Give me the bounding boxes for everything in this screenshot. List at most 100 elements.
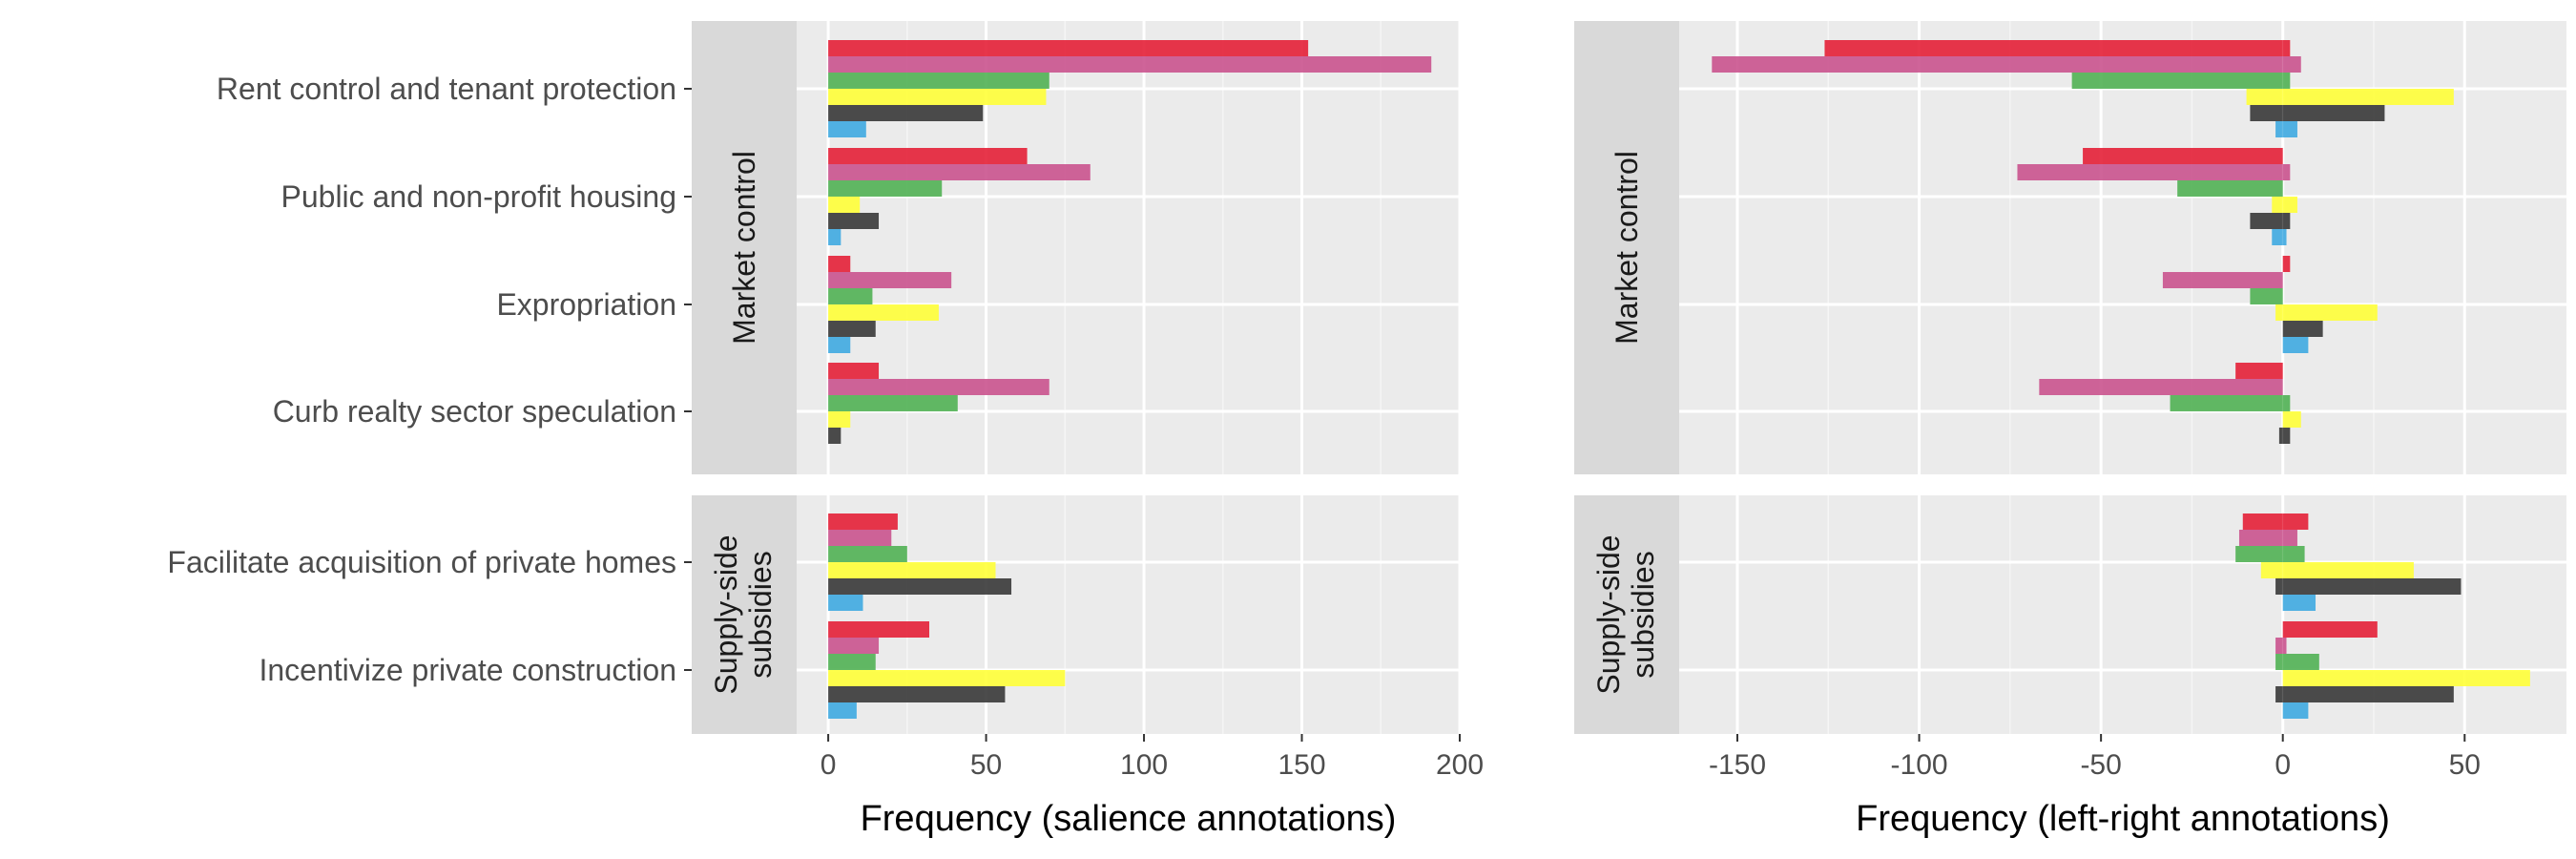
- bar: [828, 595, 863, 611]
- bar: [2162, 272, 2283, 288]
- facet-strip-label-line: subsidies: [1626, 551, 1660, 678]
- bar: [2275, 686, 2283, 702]
- bar: [2282, 654, 2319, 670]
- bar: [2282, 686, 2454, 702]
- bar: [2282, 256, 2291, 272]
- bar: [828, 321, 876, 337]
- x-tick-label: 150: [1278, 749, 1325, 781]
- category-label: Rent control and tenant protection: [217, 72, 676, 106]
- bar: [828, 411, 851, 428]
- bar: [2282, 321, 2323, 337]
- bar: [2282, 229, 2287, 245]
- bar: [828, 105, 984, 121]
- bar: [2282, 197, 2297, 213]
- bar: [828, 686, 1006, 702]
- bar: [2282, 530, 2297, 546]
- bar: [828, 121, 866, 137]
- bar: [828, 337, 851, 353]
- bar: [2275, 638, 2283, 654]
- x-tick-label: 50: [970, 749, 1002, 781]
- bars: [828, 40, 2530, 719]
- bar: [828, 56, 1432, 73]
- bar: [1824, 40, 2283, 56]
- bar: [2275, 304, 2283, 321]
- bar: [828, 363, 880, 379]
- labels: Market control Supply-sidesubsidies 0 50 100…: [167, 72, 2481, 839]
- facet-strip: [1574, 495, 1679, 734]
- category-label: Incentivize private construction: [259, 653, 676, 687]
- bar: [828, 395, 958, 411]
- bar: [2282, 213, 2291, 229]
- bar: [2282, 428, 2291, 444]
- bar: [2260, 562, 2283, 578]
- bar: [2282, 595, 2316, 611]
- facet-strip-label: Market control: [1610, 151, 1644, 345]
- bar: [828, 213, 880, 229]
- bar: [2282, 702, 2309, 719]
- bar: [2275, 654, 2283, 670]
- bar: [2282, 546, 2305, 562]
- bar: [828, 702, 857, 719]
- bar: [2275, 578, 2283, 595]
- x-tick-label: -100: [1891, 749, 1948, 781]
- bar: [2250, 213, 2283, 229]
- facet-strip-label-line: Market control: [727, 151, 761, 345]
- bar: [2272, 229, 2283, 245]
- bar: [2282, 56, 2301, 73]
- bar: [828, 654, 876, 670]
- facet-strip-label: Market control: [727, 151, 761, 345]
- bar: [828, 530, 892, 546]
- bar: [2235, 546, 2283, 562]
- bar: [2235, 363, 2283, 379]
- bar: [2282, 304, 2378, 321]
- bar: [2250, 288, 2283, 304]
- category-label: Facilitate acquisition of private homes: [167, 545, 676, 579]
- bar: [2250, 105, 2283, 121]
- x-tick-label: 200: [1436, 749, 1484, 781]
- bar: [828, 288, 873, 304]
- x-tick-label: -50: [2080, 749, 2121, 781]
- facet-strip: [692, 495, 797, 734]
- facet-strip-label-line: subsidies: [743, 551, 778, 678]
- bar: [2282, 621, 2378, 638]
- bar: [2177, 180, 2283, 197]
- bar: [828, 304, 939, 321]
- bar: [2282, 121, 2297, 137]
- x-tick-label: 100: [1120, 749, 1168, 781]
- bar: [828, 562, 996, 578]
- bar: [828, 670, 1066, 686]
- bar: [828, 73, 1049, 89]
- bar: [2282, 562, 2414, 578]
- bar: [2282, 513, 2309, 530]
- bar: [2282, 638, 2287, 654]
- bar: [2282, 164, 2291, 180]
- bar: [828, 256, 851, 272]
- bar: [2282, 395, 2291, 411]
- x-axis-title: Frequency (left-right annotations): [1856, 799, 2390, 839]
- facet-strips: [692, 21, 1679, 734]
- bar: [2282, 337, 2309, 353]
- bar: [2242, 513, 2283, 530]
- bar: [828, 513, 898, 530]
- x-tick-label: 0: [821, 749, 837, 781]
- bar: [828, 197, 861, 213]
- facet-strip-label: Supply-sidesubsidies: [1591, 534, 1660, 694]
- bar: [2039, 379, 2283, 395]
- x-axis-title: Frequency (salience annotations): [861, 799, 1397, 839]
- bar: [2083, 148, 2283, 164]
- bar: [828, 546, 907, 562]
- bar: [2282, 670, 2530, 686]
- bar: [2282, 105, 2385, 121]
- bar: [1712, 56, 2283, 73]
- bar: [2282, 411, 2301, 428]
- bar: [828, 89, 1047, 105]
- bar: [2282, 89, 2454, 105]
- bar: [828, 379, 1049, 395]
- bar: [2275, 121, 2283, 137]
- facet-strip-label: Supply-sidesubsidies: [709, 534, 778, 694]
- bar: [2278, 428, 2283, 444]
- category-label: Public and non-profit housing: [281, 179, 677, 214]
- x-tick-label: 50: [2449, 749, 2481, 781]
- bar: [828, 638, 880, 654]
